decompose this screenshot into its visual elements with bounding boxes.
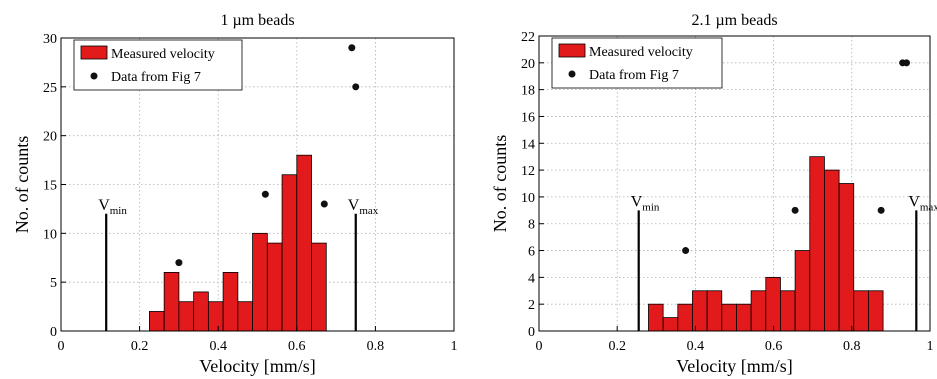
- legend-label-points: Data from Fig 7: [111, 70, 201, 85]
- y-tick-label: 5: [50, 276, 57, 291]
- x-tick-label: 0.4: [687, 339, 705, 354]
- x-tick-label: 0.2: [131, 339, 149, 354]
- y-tick-label: 16: [521, 110, 535, 125]
- y-axis-label: No. of counts: [490, 135, 510, 233]
- y-tick-label: 0: [50, 325, 57, 340]
- data-point: [320, 200, 328, 208]
- x-tick-label: 0.6: [765, 339, 783, 354]
- y-tick-label: 10: [43, 227, 57, 242]
- histogram-bar: [648, 303, 664, 332]
- v-min-label: Vmin: [98, 197, 127, 217]
- v-min-label: Vmin: [631, 193, 660, 213]
- x-tick-label: 0.2: [608, 339, 626, 354]
- histogram-bar: [780, 290, 796, 332]
- x-tick-label: 1: [451, 339, 458, 354]
- histogram-bar: [178, 301, 195, 332]
- histogram-bar: [736, 303, 752, 332]
- y-tick-label: 18: [521, 84, 535, 99]
- histogram-bar: [252, 232, 268, 332]
- histogram-bar: [266, 242, 283, 332]
- histogram-bar: [692, 290, 708, 332]
- y-tick-label: 15: [43, 179, 57, 194]
- histogram-bar: [868, 290, 884, 332]
- x-tick-label: 0: [58, 339, 65, 354]
- histogram-bar: [853, 290, 869, 332]
- histogram-bar: [809, 156, 825, 332]
- data-point: [877, 206, 885, 214]
- histogram-bar: [296, 154, 312, 332]
- plot-frame: [538, 35, 931, 332]
- y-tick-label: 4: [528, 271, 535, 286]
- histogram-bar: [222, 271, 239, 332]
- x-axis-label: Velocity [mm/s]: [676, 356, 792, 376]
- y-tick-label: 0: [528, 325, 535, 340]
- y-tick-label: 30: [43, 32, 57, 47]
- x-tick-label: 0.4: [209, 339, 227, 354]
- histogram-bar: [677, 303, 693, 332]
- histogram-bar: [163, 271, 180, 332]
- y-tick-label: 14: [521, 137, 535, 152]
- histogram-bar: [765, 276, 781, 332]
- legend-label-bars: Measured velocity: [111, 47, 215, 62]
- legend-swatch-bars: [558, 43, 586, 58]
- x-tick-label: 0.6: [288, 339, 306, 354]
- histogram-bar: [193, 291, 209, 332]
- y-tick-label: 22: [521, 30, 535, 45]
- chart-title: 1 µm beads: [220, 12, 294, 29]
- data-point: [682, 247, 690, 255]
- data-point: [261, 190, 269, 198]
- histogram-bar: [149, 311, 165, 332]
- data-point: [175, 259, 183, 267]
- v-max-label: Vmax: [348, 197, 379, 217]
- legend-box: [73, 39, 243, 91]
- legend-swatch-bars: [80, 45, 108, 60]
- histogram-bar: [311, 242, 327, 332]
- y-tick-label: 8: [528, 218, 535, 233]
- y-tick-label: 6: [528, 245, 535, 260]
- histogram-bar: [794, 250, 811, 332]
- y-tick-label: 20: [521, 57, 535, 72]
- legend-label-bars: Measured velocity: [589, 45, 693, 60]
- chart-title: 2.1 µm beads: [691, 12, 777, 29]
- v-max-label: Vmax: [908, 193, 937, 213]
- data-point: [352, 83, 360, 91]
- y-tick-label: 10: [521, 191, 535, 206]
- histogram-bar: [281, 174, 298, 332]
- histogram-bar: [824, 169, 840, 332]
- histogram-bar: [838, 183, 855, 332]
- y-tick-label: 25: [43, 81, 57, 96]
- x-tick-label: 1: [927, 339, 934, 354]
- histogram-bar: [750, 290, 767, 332]
- histogram-bar: [721, 303, 737, 332]
- histogram-bar: [706, 290, 723, 332]
- legend-swatch-points: [568, 70, 576, 78]
- histogram-bar: [237, 301, 253, 332]
- data-point: [791, 206, 799, 214]
- y-tick-label: 20: [43, 130, 57, 145]
- y-tick-label: 12: [521, 164, 535, 179]
- y-axis-label: No. of counts: [12, 136, 32, 234]
- histogram-bar: [207, 301, 224, 332]
- x-axis-label: Velocity [mm/s]: [199, 356, 315, 376]
- histogram-bar: [662, 317, 679, 332]
- x-tick-label: 0.8: [367, 339, 385, 354]
- y-tick-label: 2: [528, 298, 535, 313]
- legend-swatch-points: [90, 72, 98, 80]
- x-tick-label: 0.8: [843, 339, 861, 354]
- x-tick-label: 0: [536, 339, 543, 354]
- data-point: [348, 44, 356, 52]
- legend-label-points: Data from Fig 7: [589, 68, 679, 83]
- data-point: [903, 59, 911, 67]
